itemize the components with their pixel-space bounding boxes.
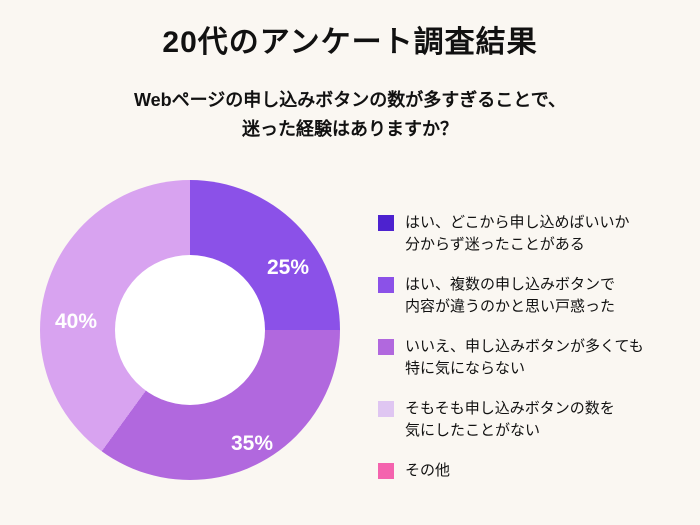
legend-label-line2: 分からず迷ったことがある — [405, 236, 585, 253]
legend-label-line1: はい、どこから申し込めばいいか — [405, 214, 630, 231]
legend-label-line2: 特に気にならない — [405, 360, 526, 377]
legend-item: はい、複数の申し込みボタンで 内容が違うのかと思い戸惑った — [378, 274, 678, 318]
survey-question-line2: 迷った経験はありますか？ — [242, 119, 458, 139]
legend-swatch — [378, 215, 394, 231]
donut-chart-area: 25% 35% 40% — [40, 180, 340, 480]
chart-title: 20代のアンケート調査結果 — [162, 26, 538, 59]
legend-item: はい、どこから申し込めばいいか 分からず迷ったことがある — [378, 212, 678, 256]
legend-item: その他 — [378, 460, 678, 482]
legend-label: はい、複数の申し込みボタンで 内容が違うのかと思い戸惑った — [405, 274, 615, 318]
legend-label-line1: いいえ、申し込みボタンが多くても — [405, 338, 644, 355]
legend-swatch — [378, 277, 394, 293]
legend-label: その他 — [405, 460, 450, 482]
legend-label-line1: その他 — [405, 462, 451, 479]
segment-label-40: 40% — [54, 310, 98, 333]
donut-hole — [115, 255, 265, 405]
legend-swatch — [378, 401, 394, 417]
legend-label: いいえ、申し込みボタンが多くても 特に気にならない — [405, 336, 644, 380]
segment-label-25: 25% — [266, 256, 310, 279]
legend-label: そもそも申し込みボタンの数を 気にしたことがない — [405, 398, 615, 442]
segment-label-35: 35% — [230, 432, 274, 455]
legend-label: はい、どこから申し込めばいいか 分からず迷ったことがある — [405, 212, 630, 256]
survey-question: Webページの申し込みボタンの数が多すぎることで、 迷った経験はありますか？ — [0, 86, 700, 144]
legend-label-line2: 内容が違うのかと思い戸惑った — [405, 298, 616, 315]
survey-question-line1: Webページの申し込みボタンの数が多すぎることで、 — [133, 90, 567, 110]
legend-label-line2: 気にしたことがない — [405, 422, 541, 439]
legend-item: そもそも申し込みボタンの数を 気にしたことがない — [378, 398, 678, 442]
legend-item: いいえ、申し込みボタンが多くても 特に気にならない — [378, 336, 678, 380]
legend-swatch — [378, 339, 394, 355]
legend-swatch — [378, 463, 394, 479]
legend-label-line1: そもそも申し込みボタンの数を — [405, 400, 615, 417]
legend: はい、どこから申し込めばいいか 分からず迷ったことがある はい、複数の申し込みボ… — [378, 212, 678, 482]
legend-label-line1: はい、複数の申し込みボタンで — [405, 276, 616, 293]
